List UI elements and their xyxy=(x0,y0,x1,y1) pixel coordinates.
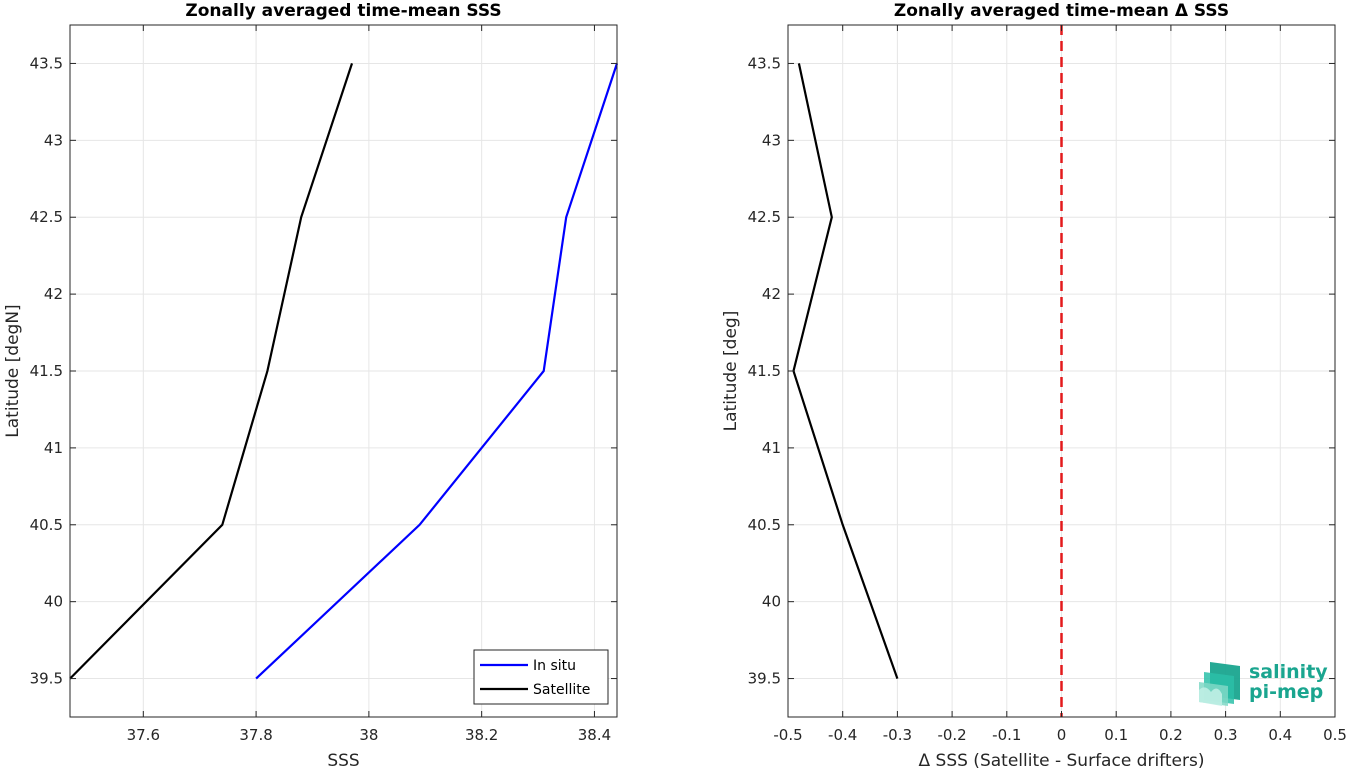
y-tick-label: 40.5 xyxy=(748,516,781,534)
x-tick-label: 0.5 xyxy=(1323,726,1347,744)
x-tick-label: 37.8 xyxy=(239,726,272,744)
y-axis-label: Latitude [deg] xyxy=(721,311,741,432)
x-tick-label: 0.4 xyxy=(1268,726,1292,744)
y-tick-label: 41.5 xyxy=(748,362,781,380)
x-axis-label: SSS xyxy=(327,751,359,769)
x-axis-label: Δ SSS (Satellite - Surface drifters) xyxy=(919,751,1205,769)
right-panel-delta-sss: -0.5 -0.4 -0.3 -0.2 -0.1 0 0.1 0.2 0.3 0.4 0.5 39.5… xyxy=(721,1,1347,769)
y-tick-label: 41.5 xyxy=(30,362,63,380)
x-tick-label: -0.5 xyxy=(773,726,802,744)
y-axis-label: Latitude [degN] xyxy=(3,304,23,437)
y-tick-label: 40.5 xyxy=(30,516,63,534)
logo-text-salinity: salinity xyxy=(1249,661,1328,683)
y-tick-label: 42 xyxy=(44,285,63,303)
x-tick-label: 38.2 xyxy=(465,726,498,744)
x-tick-label: -0.4 xyxy=(828,726,857,744)
y-tick-label: 43 xyxy=(762,131,781,149)
chart-title: Zonally averaged time-mean SSS xyxy=(185,1,501,21)
y-tick-label: 39.5 xyxy=(30,670,63,688)
x-tick-label: 38.4 xyxy=(578,726,611,744)
y-tick-label: 41 xyxy=(44,439,63,457)
x-tick-label: 38 xyxy=(359,726,378,744)
y-tick-label: 40 xyxy=(44,593,63,611)
series-line-satellite xyxy=(69,63,354,680)
legend-entry: Satellite xyxy=(533,682,590,698)
salinity-pi-mep-logo: salinity pi-mep xyxy=(1199,661,1328,706)
series-line-in-situ xyxy=(255,63,619,680)
x-tick-label: 0.3 xyxy=(1214,726,1238,744)
y-tick-label: 41 xyxy=(762,439,781,457)
x-tick-label: 37.6 xyxy=(127,726,160,744)
x-tick-label: 0 xyxy=(1057,726,1067,744)
legend-box xyxy=(473,649,609,705)
y-tick-label: 40 xyxy=(762,593,781,611)
x-tick-label: 0.2 xyxy=(1159,726,1183,744)
y-tick-label: 42.5 xyxy=(30,208,63,226)
y-tick-label: 42.5 xyxy=(748,208,781,226)
y-tick-label: 42 xyxy=(762,285,781,303)
y-tick-label: 39.5 xyxy=(748,670,781,688)
y-tick-label: 43.5 xyxy=(30,54,63,72)
logo-text-pi-mep: pi-mep xyxy=(1249,681,1323,703)
y-tick-label: 43.5 xyxy=(748,54,781,72)
chart-title: Zonally averaged time-mean Δ SSS xyxy=(894,1,1229,21)
x-tick-label: 0.1 xyxy=(1104,726,1128,744)
legend-entry: In situ xyxy=(533,658,576,674)
left-panel-sss: 37.6 37.8 38 38.2 38.4 39.5 40 40.5 41 41.5 42 42.5… xyxy=(3,1,619,769)
x-tick-label: -0.2 xyxy=(937,726,966,744)
logo-icon xyxy=(1199,662,1240,706)
x-tick-label: -0.3 xyxy=(883,726,912,744)
legend: In situ Satellite xyxy=(473,649,609,705)
y-tick-label: 43 xyxy=(44,131,63,149)
x-tick-label: -0.1 xyxy=(992,726,1021,744)
